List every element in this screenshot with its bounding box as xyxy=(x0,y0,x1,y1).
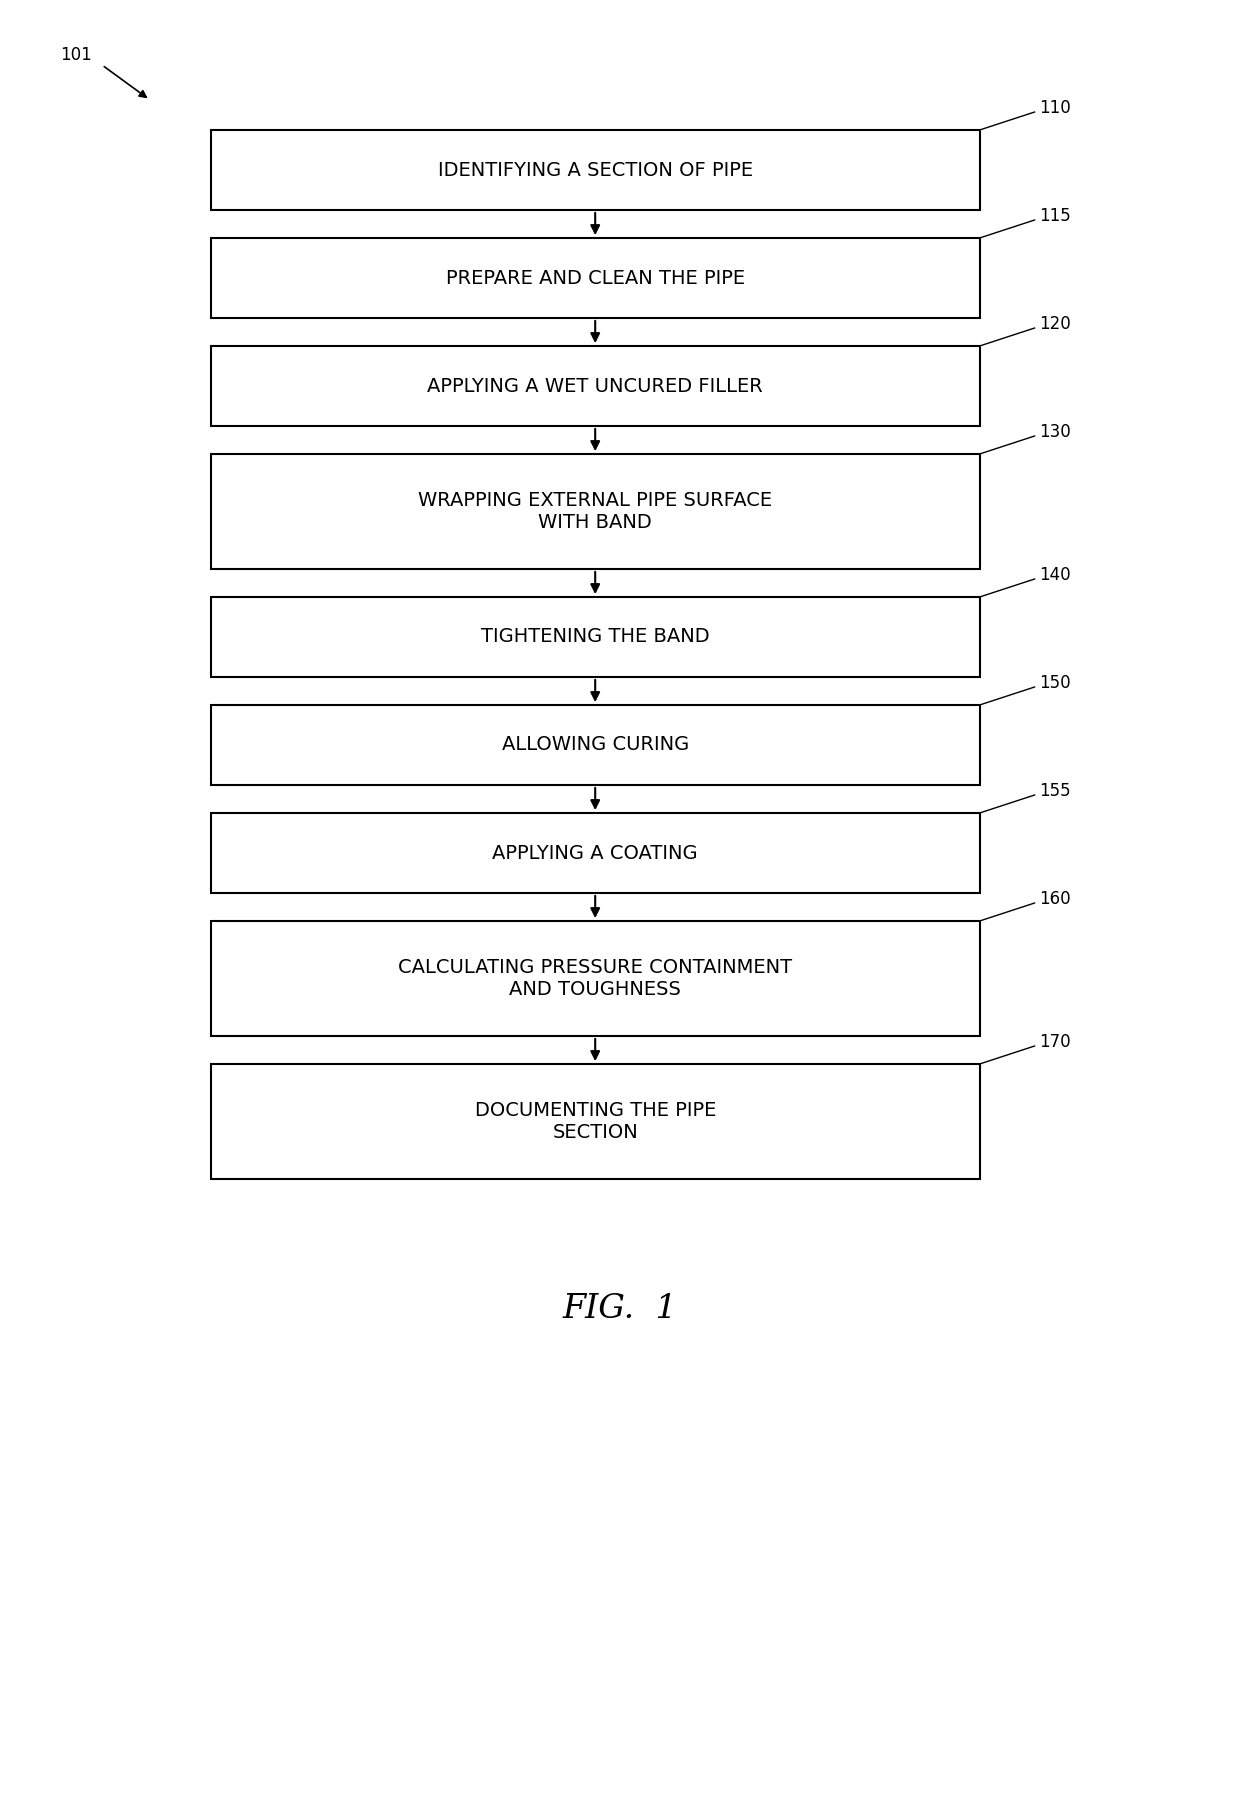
Bar xyxy=(211,813,980,893)
Text: 160: 160 xyxy=(1039,891,1071,907)
Text: APPLYING A WET UNCURED FILLER: APPLYING A WET UNCURED FILLER xyxy=(428,376,763,396)
Bar xyxy=(211,239,980,318)
Text: 150: 150 xyxy=(1039,674,1071,692)
Text: AND TOUGHNESS: AND TOUGHNESS xyxy=(510,979,681,999)
Bar xyxy=(211,596,980,678)
Text: 120: 120 xyxy=(1039,314,1071,332)
Text: 155: 155 xyxy=(1039,782,1071,801)
Text: WITH BAND: WITH BAND xyxy=(538,513,652,533)
Text: APPLYING A COATING: APPLYING A COATING xyxy=(492,844,698,862)
Text: CALCULATING PRESSURE CONTAINMENT: CALCULATING PRESSURE CONTAINMENT xyxy=(398,958,792,978)
Bar xyxy=(211,922,980,1035)
Text: TIGHTENING THE BAND: TIGHTENING THE BAND xyxy=(481,627,709,647)
Text: PREPARE AND CLEAN THE PIPE: PREPARE AND CLEAN THE PIPE xyxy=(445,269,745,287)
Text: ALLOWING CURING: ALLOWING CURING xyxy=(501,735,689,755)
Text: IDENTIFYING A SECTION OF PIPE: IDENTIFYING A SECTION OF PIPE xyxy=(438,161,753,179)
Text: 130: 130 xyxy=(1039,423,1071,441)
Bar xyxy=(211,705,980,784)
Bar xyxy=(211,130,980,210)
Text: 115: 115 xyxy=(1039,208,1071,226)
Text: WRAPPING EXTERNAL PIPE SURFACE: WRAPPING EXTERNAL PIPE SURFACE xyxy=(418,492,773,510)
Bar xyxy=(211,345,980,426)
Bar xyxy=(211,1064,980,1178)
Text: 110: 110 xyxy=(1039,99,1071,117)
Text: 101: 101 xyxy=(60,45,92,63)
Text: 140: 140 xyxy=(1039,566,1071,584)
Bar xyxy=(211,454,980,569)
Text: DOCUMENTING THE PIPE: DOCUMENTING THE PIPE xyxy=(475,1100,715,1120)
Text: FIG.  1: FIG. 1 xyxy=(563,1294,677,1325)
Text: 170: 170 xyxy=(1039,1034,1071,1052)
Text: SECTION: SECTION xyxy=(552,1124,639,1142)
